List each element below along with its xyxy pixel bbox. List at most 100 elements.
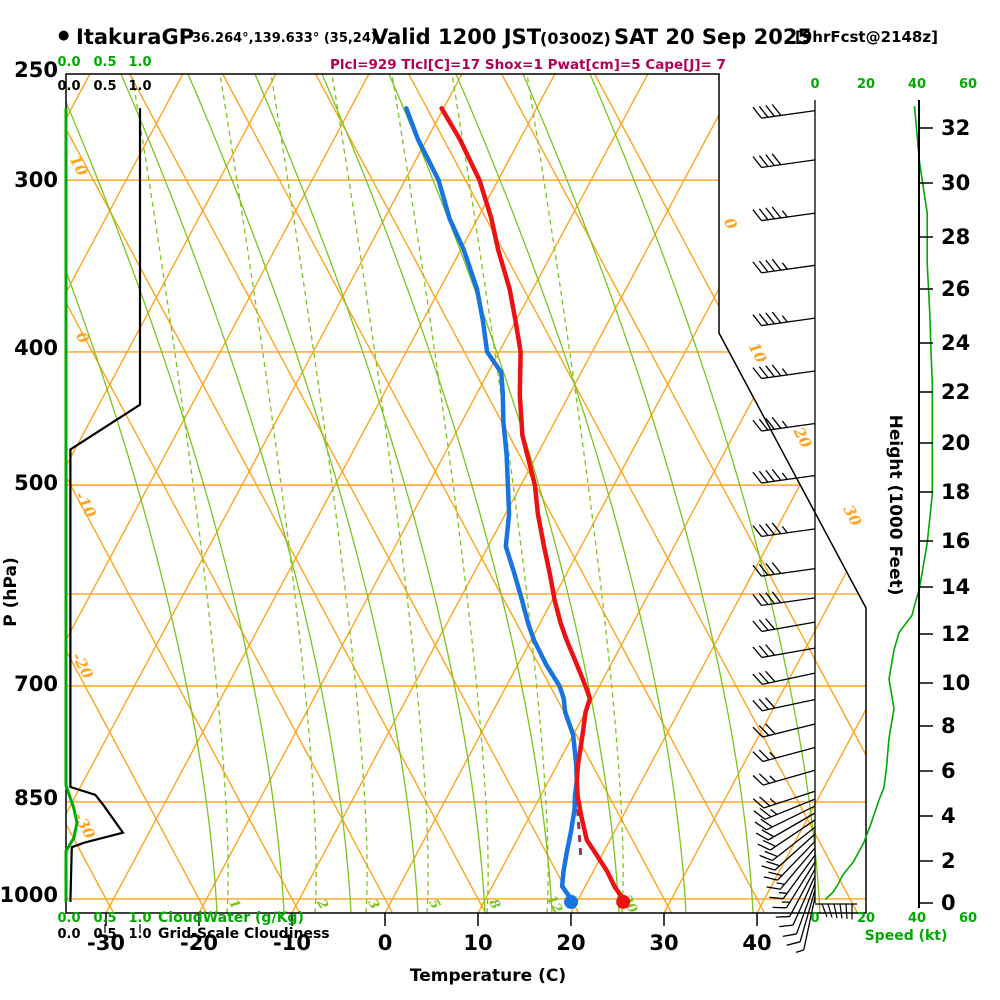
isotherm-line	[198, 74, 649, 913]
isotherm-label: 0	[720, 215, 741, 233]
wind-barb	[769, 854, 816, 900]
pressure-axis-title: P (hPa)	[1, 557, 21, 627]
isotherm-line	[291, 74, 742, 913]
mixing-ratio-line	[331, 74, 429, 913]
height-tick-label: 30	[941, 171, 970, 195]
wind-barb	[752, 522, 816, 538]
wind-barb	[786, 889, 816, 946]
temperature-curve	[439, 106, 631, 909]
moist-adiabat-line	[388, 74, 620, 913]
isotherm-label: 20	[789, 423, 815, 451]
pressure-tick-label: 250	[14, 58, 58, 82]
mixing-ratio-line	[131, 74, 229, 913]
dry-adiabat-line	[501, 74, 866, 913]
height-axis-title: Height (1000 Feet)	[885, 415, 905, 596]
valid-date: SAT 20 Sep 2025	[614, 25, 813, 49]
cloudwater-axis-title: CloudWater (g/Kg)	[158, 910, 304, 926]
wind-barb	[761, 833, 816, 871]
moist-adiabat-line	[589, 74, 821, 913]
wind-barb	[759, 826, 816, 862]
cloudiness-scale-tick: 1.0	[128, 79, 151, 94]
height-tick-label: 4	[941, 804, 956, 828]
surface-temperature-dot	[616, 894, 631, 909]
cloudiness-scale-tick: 0.5	[93, 79, 116, 94]
wind-barb	[752, 790, 816, 809]
temperature-tick-label: 10	[463, 931, 492, 955]
wind-barb	[752, 104, 816, 119]
temperature-axis: -30 -20 -10 0 10 20 30 40 Temperature (C)	[87, 913, 772, 986]
station-bullet-icon: ●	[58, 28, 70, 43]
speed-scale-tick-bottom: 40	[908, 911, 926, 926]
wind-barb	[772, 861, 816, 909]
isotherm-label: 30	[840, 502, 866, 529]
dry-adiabat-line	[66, 74, 301, 913]
pressure-axis: 250 300 400 500 700 850 1000 P (hPa)	[0, 58, 58, 907]
moist-adiabat-line	[522, 74, 754, 913]
cloud-traces	[64, 108, 142, 902]
moist-adiabat-line	[66, 74, 218, 913]
wind-barb	[775, 868, 816, 918]
dry-adiabat-line	[66, 74, 208, 913]
cloudiness-axis-title: Grid-Scale Cloudiness	[158, 926, 330, 942]
mixing-ratio-line	[219, 74, 317, 913]
stability-params-line: Plcl=929 Tlcl[C]=17 Shox=1 Pwat[cm]=5 Ca…	[330, 57, 726, 73]
wind-barb	[782, 882, 816, 938]
moist-adiabats-and-mixing-lines	[66, 74, 821, 913]
height-tick-label: 8	[941, 714, 956, 738]
cloudiness-scale-tick: 1.0	[128, 927, 151, 942]
moist-adiabat-line	[187, 74, 419, 913]
wind-barb	[752, 670, 816, 685]
isotherm-line	[66, 74, 463, 913]
wind-barb	[795, 896, 816, 953]
height-tick-label: 20	[941, 431, 970, 455]
temperature-tick-label: 30	[649, 931, 678, 955]
temperature-tick-label: 20	[556, 931, 585, 955]
valid-time-utc: (0300Z)	[540, 29, 611, 48]
cloudiness-scale-tick: 0.0	[57, 79, 80, 94]
speed-scale-tick-top: 60	[959, 77, 977, 92]
isotherm-line	[66, 74, 184, 913]
moist-adiabat-line	[120, 74, 352, 913]
moist-adiabat-line	[254, 74, 486, 913]
wind-barb	[752, 153, 816, 169]
forecast-tag: [9hrFcst@2148z]	[795, 28, 938, 46]
dry-adiabat-line	[66, 74, 394, 913]
height-tick-label: 0	[941, 891, 956, 915]
valid-time: Valid 1200 JST	[372, 25, 542, 49]
dry-adiabat-line	[129, 74, 580, 913]
isotherm-line	[756, 74, 866, 913]
pressure-tick-label: 850	[14, 786, 58, 810]
dry-adiabat-line	[66, 74, 487, 913]
cloudiness-scale-tick: 0.0	[57, 927, 80, 942]
wind-barb	[752, 416, 816, 432]
cloudiness-trace	[69, 108, 142, 902]
wind-barb	[753, 798, 816, 820]
cloudwater-scale-tick: 0.5	[93, 911, 116, 926]
parcel-ascent-line	[575, 796, 583, 856]
dry-adiabat-label: -20	[68, 649, 97, 682]
wind-barb	[757, 819, 816, 851]
wind-barb	[755, 812, 816, 841]
isotherm-line	[384, 74, 835, 913]
wind-speed-trace	[824, 106, 934, 901]
pressure-tick-label: 700	[14, 672, 58, 696]
wind-barb	[752, 206, 816, 222]
temperature-tick-label: -20	[180, 931, 218, 955]
dry-adiabat-line	[408, 74, 859, 913]
wind-barb	[752, 723, 816, 738]
moist-adiabat-line	[66, 74, 285, 913]
wind-barbs	[752, 100, 857, 953]
pressure-tick-label: 400	[14, 336, 58, 360]
height-tick-label: 16	[941, 529, 970, 553]
pressure-tick-label: 500	[14, 471, 58, 495]
background-grid	[66, 74, 866, 913]
isotherm-line	[570, 74, 866, 913]
dry-adiabat-line	[222, 74, 673, 913]
dry-adiabat-line	[315, 74, 766, 913]
wind-barb	[763, 840, 816, 881]
height-tick-label: 2	[941, 849, 956, 873]
